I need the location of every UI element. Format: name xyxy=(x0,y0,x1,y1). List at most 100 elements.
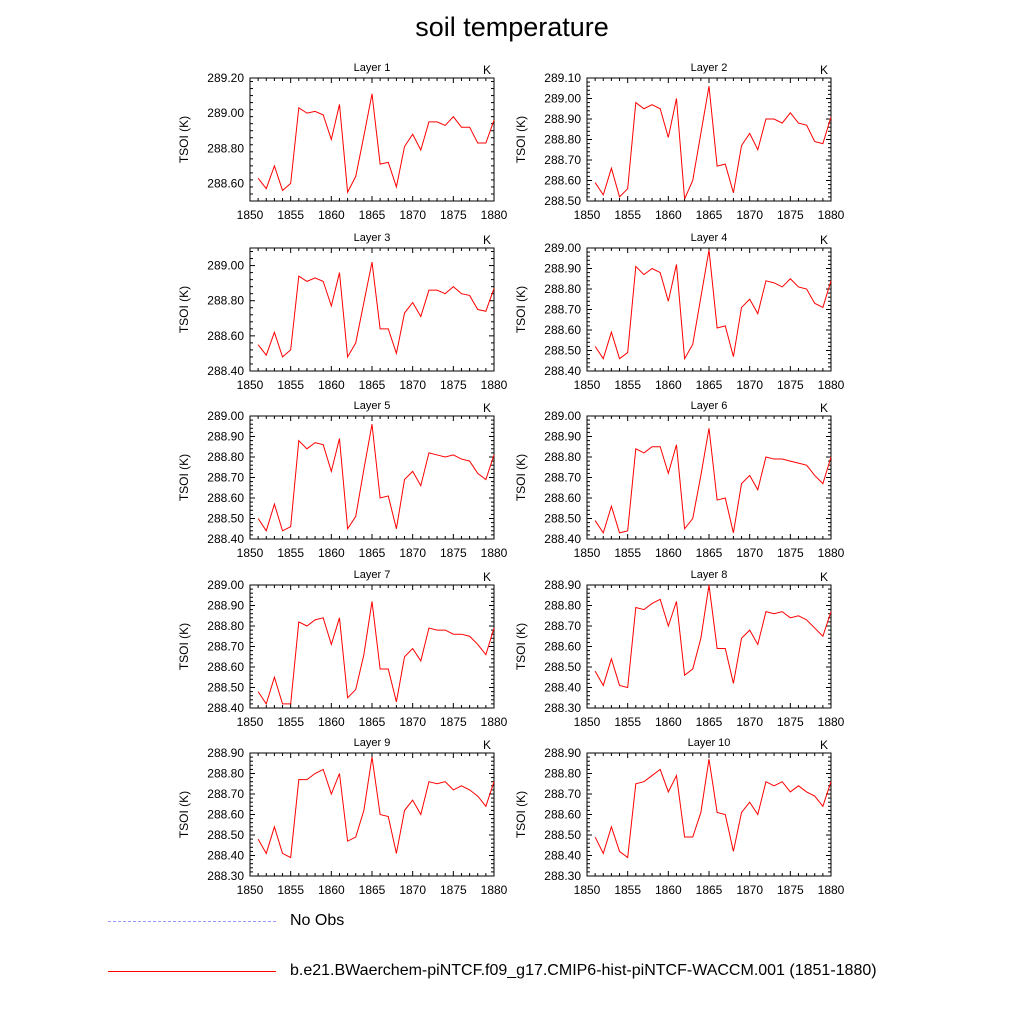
layer-5-ytick-label: 288.70 xyxy=(207,471,244,485)
layer-9-series-line xyxy=(257,757,495,859)
layer-1-series-line xyxy=(257,93,495,194)
legend-item-model-run: b.e21.BWaerchem-piNTCF.f09_g17.CMIP6-his… xyxy=(108,961,877,981)
layer-7-ytick-label: 288.60 xyxy=(207,660,244,674)
layer-4-series-line xyxy=(594,249,832,361)
layer-4-ytick-label: 288.50 xyxy=(544,344,581,358)
layer-2-frame xyxy=(586,77,832,202)
layer-5-y-axis-label: TSOI (K) xyxy=(177,454,191,501)
layer-3-panel-title: Layer 3 xyxy=(354,232,391,244)
layer-2-xtick-label: 1855 xyxy=(614,208,641,222)
layer-3-ytick-label: 289.00 xyxy=(207,259,244,273)
layer-1-ytick-label: 288.60 xyxy=(207,176,244,190)
layer-2-ytick-label: 288.50 xyxy=(544,194,581,208)
layer-6-xtick-label: 1860 xyxy=(655,546,682,560)
layer-5-ytick-label: 289.00 xyxy=(207,409,244,423)
layer-4-xtick-label: 1860 xyxy=(655,378,682,392)
layer-4-panel-title: Layer 4 xyxy=(691,232,728,244)
layer-8-ytick-label: 288.90 xyxy=(544,578,581,592)
layer-7-ytick-label: 288.80 xyxy=(207,619,244,633)
layer-1-xtick-label: 1870 xyxy=(399,208,426,222)
layer-4-xtick-label: 1875 xyxy=(777,378,804,392)
layer-6-ytick-label: 288.70 xyxy=(544,471,581,485)
layer-2-xtick-label: 1875 xyxy=(777,208,804,222)
layer-10-ytick-label: 288.70 xyxy=(544,787,581,801)
layer-8-series-line xyxy=(594,584,832,689)
layer-6-xtick-label: 1865 xyxy=(696,546,723,560)
layer-5-ytick-label: 288.60 xyxy=(207,491,244,505)
layer-2-ytick-label: 288.80 xyxy=(544,133,581,147)
layer-9-units-label: K xyxy=(483,738,491,752)
layer-9-ytick-label: 288.80 xyxy=(207,767,244,781)
layer-2-units-label: K xyxy=(820,63,828,77)
layer-5-ytick-label: 288.40 xyxy=(207,532,244,546)
layer-7-xtick-label: 1860 xyxy=(318,715,345,729)
layer-6-ytick-label: 288.40 xyxy=(544,532,581,546)
layer-6-y-axis-label: TSOI (K) xyxy=(514,454,528,501)
layer-9-xtick-label: 1855 xyxy=(277,883,304,897)
layer-10-units-label: K xyxy=(820,738,828,752)
layer-9-ytick-label: 288.70 xyxy=(207,787,244,801)
layer-5-xtick-label: 1865 xyxy=(359,546,386,560)
layer-6-xtick-label: 1875 xyxy=(777,546,804,560)
layer-3-y-axis-label: TSOI (K) xyxy=(177,286,191,333)
layer-3-units-label: K xyxy=(483,233,491,247)
layer-9-xtick-label: 1850 xyxy=(237,883,264,897)
layer-8-y-axis-label: TSOI (K) xyxy=(514,623,528,670)
layer-8-units-label: K xyxy=(820,570,828,584)
layer-5-panel-title: Layer 5 xyxy=(354,400,391,412)
layer-10-ytick-label: 288.30 xyxy=(544,869,581,883)
legend-label-model-run: b.e21.BWaerchem-piNTCF.f09_g17.CMIP6-his… xyxy=(290,962,877,979)
layer-10-ytick-label: 288.90 xyxy=(544,746,581,760)
layer-8-ytick-label: 288.60 xyxy=(544,640,581,654)
layer-6-ytick-label: 288.50 xyxy=(544,512,581,526)
layer-10-ytick-label: 288.80 xyxy=(544,767,581,781)
layer-7-ytick-label: 288.70 xyxy=(207,640,244,654)
layer-10-xtick-label: 1865 xyxy=(696,883,723,897)
layer-8-xtick-label: 1860 xyxy=(655,715,682,729)
layer-4-xtick-label: 1880 xyxy=(818,378,845,392)
layer-8-xtick-label: 1855 xyxy=(614,715,641,729)
layer-6-ytick-label: 289.00 xyxy=(544,409,581,423)
layer-6-units-label: K xyxy=(820,401,828,415)
layer-8-xtick-label: 1875 xyxy=(777,715,804,729)
layer-4-ytick-label: 288.70 xyxy=(544,303,581,317)
layer-6-xtick-label: 1870 xyxy=(736,546,763,560)
layer-1-xtick-label: 1860 xyxy=(318,208,345,222)
layer-1-ytick-label: 289.00 xyxy=(207,106,244,120)
layer-8-xtick-label: 1865 xyxy=(696,715,723,729)
layer-1-ytick-label: 289.20 xyxy=(207,71,244,85)
layer-10-xtick-label: 1875 xyxy=(777,883,804,897)
layer-5-xtick-label: 1850 xyxy=(237,546,264,560)
layer-5-frame xyxy=(249,415,495,540)
layer-1-ytick-label: 288.80 xyxy=(207,141,244,155)
layer-6-ytick-label: 288.60 xyxy=(544,491,581,505)
layer-7-xtick-label: 1865 xyxy=(359,715,386,729)
layer-1-xtick-label: 1880 xyxy=(481,208,508,222)
layer-2-ytick-label: 288.70 xyxy=(544,153,581,167)
layer-7-panel-title: Layer 7 xyxy=(354,569,391,581)
legend-label-no-obs: No Obs xyxy=(290,912,345,929)
layer-9-panel-title: Layer 9 xyxy=(354,737,391,749)
layer-8-frame xyxy=(586,584,832,709)
layer-5-series-line xyxy=(257,424,495,532)
layer-7-ytick-label: 289.00 xyxy=(207,578,244,592)
layer-3-xtick-label: 1855 xyxy=(277,378,304,392)
layer-4-y-axis-label: TSOI (K) xyxy=(514,286,528,333)
layer-4-units-label: K xyxy=(820,233,828,247)
layer-7-xtick-label: 1875 xyxy=(440,715,467,729)
layer-7-xtick-label: 1880 xyxy=(481,715,508,729)
layer-7-xtick-label: 1870 xyxy=(399,715,426,729)
layer-8-xtick-label: 1850 xyxy=(574,715,601,729)
layer-5-xtick-label: 1870 xyxy=(399,546,426,560)
layer-2-xtick-label: 1880 xyxy=(818,208,845,222)
layer-2-xtick-label: 1870 xyxy=(736,208,763,222)
layer-3-xtick-label: 1880 xyxy=(481,378,508,392)
layer-2-ytick-label: 289.10 xyxy=(544,71,581,85)
layer-2-ytick-label: 288.90 xyxy=(544,112,581,126)
layer-5-xtick-label: 1880 xyxy=(481,546,508,560)
layer-10-panel-title: Layer 10 xyxy=(688,737,731,749)
layer-5-xtick-label: 1875 xyxy=(440,546,467,560)
layer-8-xtick-label: 1870 xyxy=(736,715,763,729)
layer-8-ytick-label: 288.30 xyxy=(544,701,581,715)
